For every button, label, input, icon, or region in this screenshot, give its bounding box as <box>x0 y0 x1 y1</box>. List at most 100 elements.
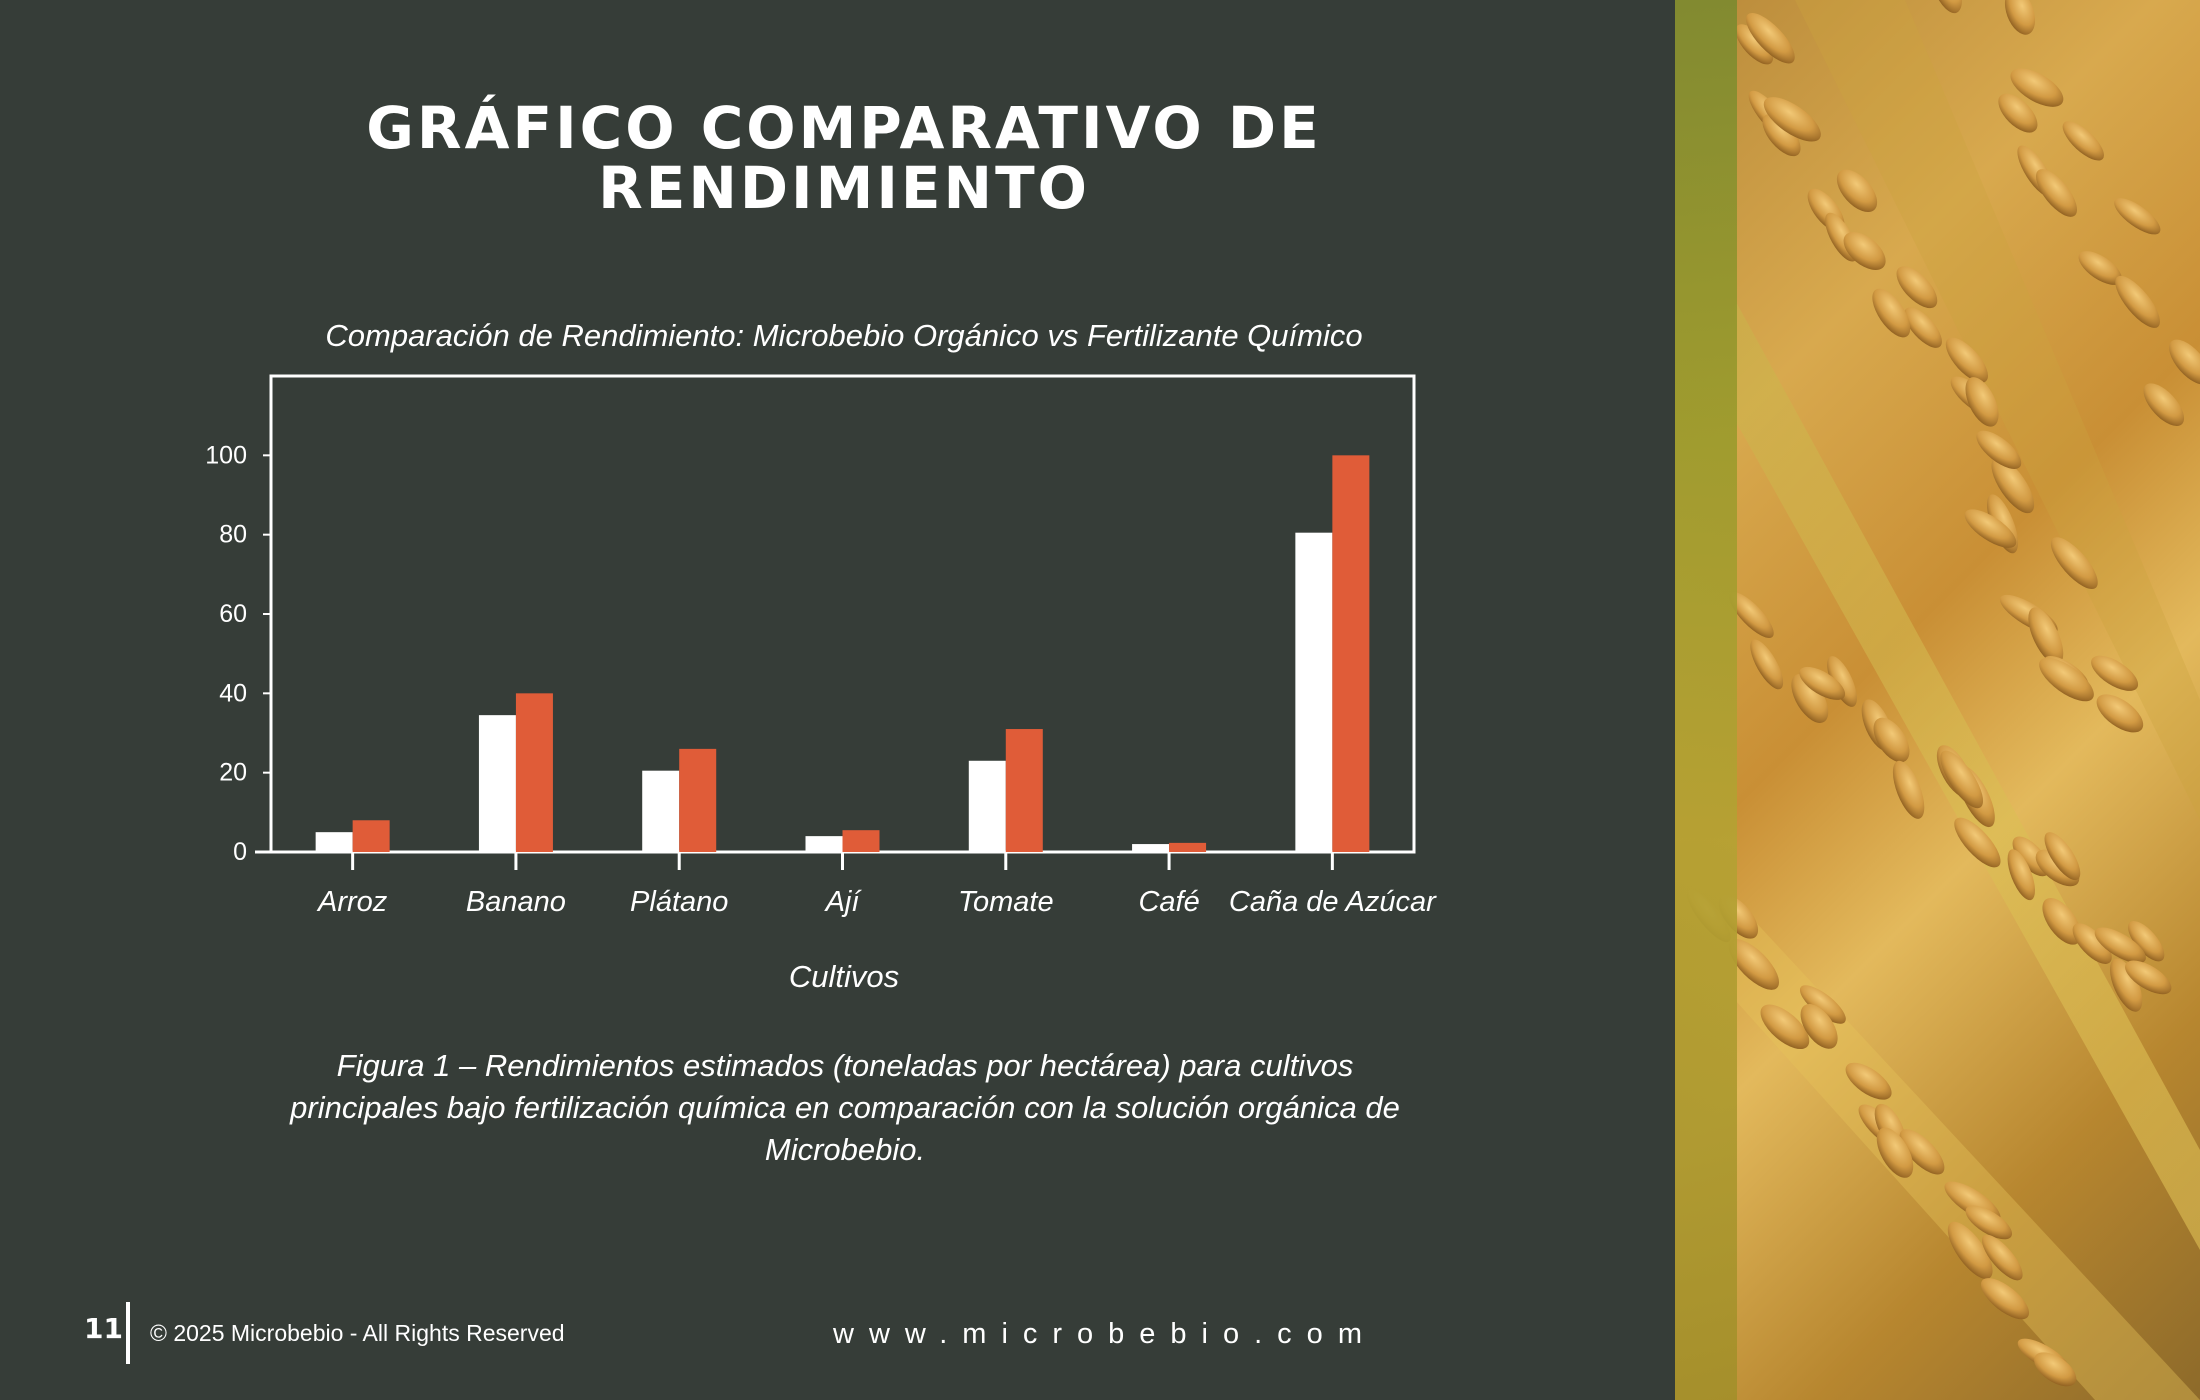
rice-photo <box>1675 0 2200 1400</box>
rice-grain <box>2035 169 2078 217</box>
footer-divider <box>126 1302 130 1364</box>
rice-grain <box>1762 114 1801 157</box>
plot-frame <box>269 374 1416 854</box>
rice-grain <box>1729 592 1774 639</box>
rice-grain <box>2062 121 2104 161</box>
rice-grain <box>2072 923 2112 964</box>
bar-series-2-1 <box>515 693 553 852</box>
rice-grain <box>2034 1352 2077 1387</box>
bar-series-2-6 <box>1332 455 1370 852</box>
bar-chart: 0 20 40 60 80 100 Arroz Banano Plátano Ají Tomate C… <box>205 374 1437 994</box>
rice-grain <box>2125 960 2172 995</box>
bar-series-1-2 <box>642 770 680 852</box>
rice-grain <box>1799 985 1846 1024</box>
rice-grain <box>1976 430 2022 469</box>
bar-series-1-5 <box>1132 844 1170 852</box>
bar-series-2-5 <box>1169 842 1207 852</box>
bar-series-2-3 <box>842 830 880 852</box>
y-tick-label: 20 <box>219 759 247 787</box>
chart-title: Comparación de Rendimiento: Microbebio O… <box>325 318 1363 353</box>
rice-grain <box>1991 457 2035 514</box>
rice-grain <box>1965 377 1999 427</box>
rice-grain <box>2109 958 2143 1012</box>
rice-grain <box>1899 1129 1945 1175</box>
rice-grain <box>1981 1234 2023 1281</box>
rice-grain <box>1836 169 1878 213</box>
rice-grain <box>2042 897 2082 945</box>
rice-grain <box>2091 655 2139 691</box>
y-tick-label: 60 <box>219 600 247 628</box>
rice-grain <box>2094 927 2146 964</box>
rice-grain <box>1904 307 1942 348</box>
rice-grain <box>2128 921 2165 962</box>
rice-grain <box>1998 93 2038 133</box>
rice-grain <box>1763 97 1821 142</box>
bar-series-2-2 <box>679 748 717 852</box>
rice-grain <box>2039 657 2094 702</box>
rice-grain <box>2114 198 2161 235</box>
rice-grain <box>1947 1221 1993 1280</box>
rice-grain <box>1843 232 1886 270</box>
rice-grain <box>1965 1205 2013 1240</box>
rice-grain <box>2007 849 2036 901</box>
rice-grain <box>1940 750 1984 809</box>
rice-grain <box>2028 607 2064 665</box>
rice-grain <box>1980 1278 2030 1320</box>
y-tick-label: 40 <box>219 679 247 707</box>
rice-grain <box>1791 674 1829 723</box>
page-title-line-2: RENDIMIENTO <box>598 154 1090 222</box>
rice-grain <box>1892 760 1925 819</box>
left-panel: GRÁFICO COMPARATIVO DE RENDIMIENTO Compa… <box>84 98 1438 1364</box>
rice-grain <box>1735 24 1774 65</box>
rice-grain <box>2115 275 2160 328</box>
website-link[interactable]: www.microbebio.com <box>833 1318 1377 1350</box>
rice-grain <box>1728 939 1780 990</box>
page-title-line-1: GRÁFICO COMPARATIVO DE <box>366 94 1322 162</box>
rice-grain <box>1896 266 1938 309</box>
figure-caption: Figura 1 – Rendimientos estimados (tonel… <box>290 1048 1400 1167</box>
rice-grain <box>2010 68 2064 107</box>
rice-grain <box>1750 639 1784 690</box>
rice-grain <box>2004 0 2036 35</box>
rice-grain <box>2044 832 2081 881</box>
x-tick-label: Banano <box>466 886 566 918</box>
rice-grain <box>1873 717 1910 763</box>
y-tick-label: 0 <box>233 838 247 866</box>
bar-series-1-3 <box>805 836 843 852</box>
copyright-text: © 2025 Microbebio - All Rights Reserved <box>150 1320 565 1346</box>
rice-grain <box>1827 656 1857 707</box>
x-tick-label: Caña de Azúcar <box>1229 886 1437 918</box>
accent-stripe <box>1675 0 1737 1400</box>
rice-grain <box>2078 251 2123 285</box>
bar-series-2-0 <box>352 820 390 852</box>
y-tick-label: 80 <box>219 521 247 549</box>
rice-grain <box>1872 288 1911 338</box>
rice-grain <box>2169 339 2200 385</box>
rice-grain <box>1746 12 1795 64</box>
bar-series-1-6 <box>1295 532 1333 852</box>
x-tick-label: Plátano <box>630 886 728 918</box>
x-tick-label: Ají <box>824 886 863 918</box>
rice-grain <box>1930 0 1962 14</box>
rice-grain <box>2050 537 2098 590</box>
rice-grain <box>2143 383 2185 427</box>
rice-grains-illustration <box>1687 0 2200 1400</box>
rice-grain <box>1964 509 2017 548</box>
x-tick-label: Arroz <box>316 886 388 918</box>
rice-grain <box>1945 337 1989 383</box>
rice-grain <box>1876 1127 1914 1178</box>
bar-series-1-4 <box>968 760 1006 852</box>
y-tick-label: 100 <box>205 441 247 469</box>
bar-series-1-0 <box>315 832 353 852</box>
rice-grain <box>1799 666 1846 700</box>
rice-grain <box>1845 1062 1892 1100</box>
page-title: GRÁFICO COMPARATIVO DE RENDIMIENTO <box>0 98 1688 218</box>
page-number: 11 <box>84 1312 123 1345</box>
x-tick-label: Café <box>1138 886 1199 918</box>
rice-grain <box>1800 1004 1838 1049</box>
rice-grain <box>2096 694 2144 733</box>
x-axis-label: Cultivos <box>789 959 899 994</box>
bar-series-2-4 <box>1005 729 1043 852</box>
x-tick-label: Tomate <box>958 886 1054 918</box>
rice-grain <box>1954 817 2001 868</box>
